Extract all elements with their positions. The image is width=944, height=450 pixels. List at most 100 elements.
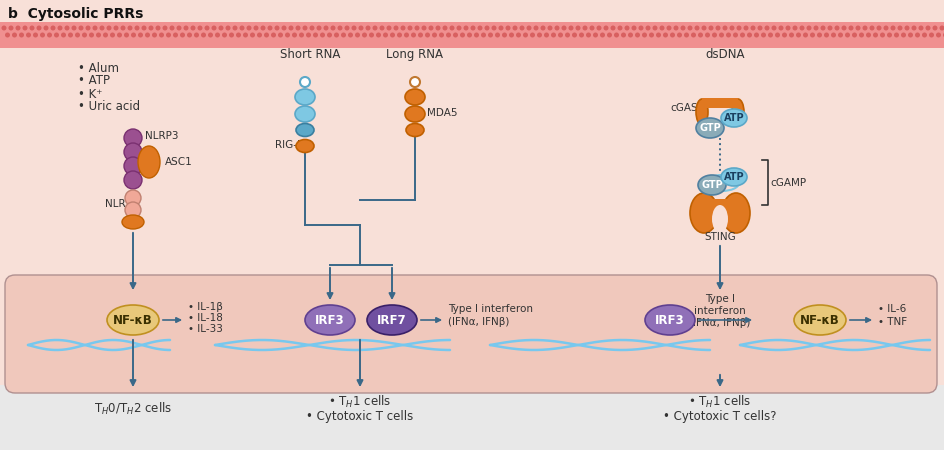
- Ellipse shape: [690, 193, 718, 233]
- Circle shape: [327, 32, 332, 37]
- Circle shape: [617, 26, 622, 31]
- Circle shape: [330, 26, 335, 31]
- Circle shape: [800, 26, 804, 31]
- Circle shape: [2, 26, 7, 31]
- Circle shape: [404, 32, 409, 37]
- Circle shape: [422, 26, 427, 31]
- Text: • K⁺: • K⁺: [78, 87, 102, 100]
- Circle shape: [527, 26, 531, 31]
- Circle shape: [670, 32, 675, 37]
- Circle shape: [464, 26, 468, 31]
- Text: NLR: NLR: [105, 199, 126, 209]
- Circle shape: [254, 26, 259, 31]
- Circle shape: [43, 26, 48, 31]
- Circle shape: [834, 26, 839, 31]
- Ellipse shape: [698, 175, 726, 195]
- Circle shape: [78, 26, 83, 31]
- Circle shape: [29, 26, 35, 31]
- Circle shape: [232, 26, 238, 31]
- Text: Long RNA: Long RNA: [386, 48, 444, 61]
- Circle shape: [817, 32, 822, 37]
- Circle shape: [572, 32, 577, 37]
- Circle shape: [134, 26, 140, 31]
- Circle shape: [194, 32, 199, 37]
- Circle shape: [484, 26, 490, 31]
- Circle shape: [429, 26, 433, 31]
- Circle shape: [565, 32, 570, 37]
- Circle shape: [709, 26, 714, 31]
- Circle shape: [614, 32, 619, 37]
- Circle shape: [191, 26, 195, 31]
- Text: NF-κB: NF-κB: [801, 314, 840, 327]
- Text: Short RNA: Short RNA: [279, 48, 340, 61]
- Circle shape: [271, 32, 276, 37]
- Ellipse shape: [696, 118, 724, 138]
- Circle shape: [99, 26, 105, 31]
- Text: • T$_H$1 cells: • T$_H$1 cells: [688, 394, 751, 410]
- Circle shape: [558, 32, 563, 37]
- Circle shape: [173, 32, 178, 37]
- Circle shape: [841, 26, 847, 31]
- Circle shape: [23, 26, 27, 31]
- Circle shape: [705, 32, 710, 37]
- Circle shape: [646, 26, 650, 31]
- Circle shape: [222, 32, 227, 37]
- Circle shape: [576, 26, 581, 31]
- Circle shape: [873, 32, 878, 37]
- Circle shape: [541, 26, 546, 31]
- Circle shape: [824, 32, 829, 37]
- Circle shape: [334, 32, 339, 37]
- Circle shape: [666, 26, 671, 31]
- Circle shape: [117, 32, 122, 37]
- Ellipse shape: [295, 106, 315, 122]
- Circle shape: [771, 26, 777, 31]
- Ellipse shape: [645, 305, 695, 335]
- Text: MDA5: MDA5: [427, 108, 458, 118]
- Circle shape: [275, 26, 279, 31]
- Circle shape: [457, 26, 462, 31]
- Circle shape: [744, 26, 749, 31]
- Circle shape: [15, 26, 21, 31]
- Circle shape: [894, 32, 899, 37]
- Ellipse shape: [305, 305, 355, 335]
- Circle shape: [582, 26, 587, 31]
- Circle shape: [803, 32, 808, 37]
- Text: • IL-1β: • IL-1β: [188, 302, 223, 312]
- Circle shape: [750, 26, 755, 31]
- Circle shape: [359, 26, 363, 31]
- Circle shape: [929, 32, 934, 37]
- Circle shape: [162, 26, 167, 31]
- Circle shape: [652, 26, 658, 31]
- Circle shape: [240, 26, 244, 31]
- Circle shape: [250, 32, 255, 37]
- Circle shape: [264, 32, 269, 37]
- Circle shape: [687, 26, 693, 31]
- Ellipse shape: [295, 89, 315, 105]
- Circle shape: [365, 26, 370, 31]
- Circle shape: [124, 129, 142, 147]
- Circle shape: [292, 32, 297, 37]
- Circle shape: [215, 32, 220, 37]
- Circle shape: [47, 32, 52, 37]
- Circle shape: [765, 26, 769, 31]
- Circle shape: [481, 32, 486, 37]
- Circle shape: [586, 32, 591, 37]
- Text: IRF7: IRF7: [378, 314, 407, 327]
- Circle shape: [649, 32, 654, 37]
- Circle shape: [432, 32, 437, 37]
- Circle shape: [943, 32, 944, 37]
- Circle shape: [145, 32, 150, 37]
- Circle shape: [226, 26, 230, 31]
- Circle shape: [229, 32, 234, 37]
- Circle shape: [628, 32, 633, 37]
- Circle shape: [719, 32, 724, 37]
- Circle shape: [376, 32, 381, 37]
- Circle shape: [170, 26, 175, 31]
- Text: • T$_H$1 cells: • T$_H$1 cells: [329, 394, 392, 410]
- Text: T$_H$0/T$_H$2 cells: T$_H$0/T$_H$2 cells: [94, 401, 172, 417]
- Circle shape: [470, 26, 476, 31]
- Circle shape: [936, 32, 941, 37]
- Circle shape: [912, 26, 917, 31]
- Circle shape: [187, 32, 192, 37]
- Circle shape: [513, 26, 517, 31]
